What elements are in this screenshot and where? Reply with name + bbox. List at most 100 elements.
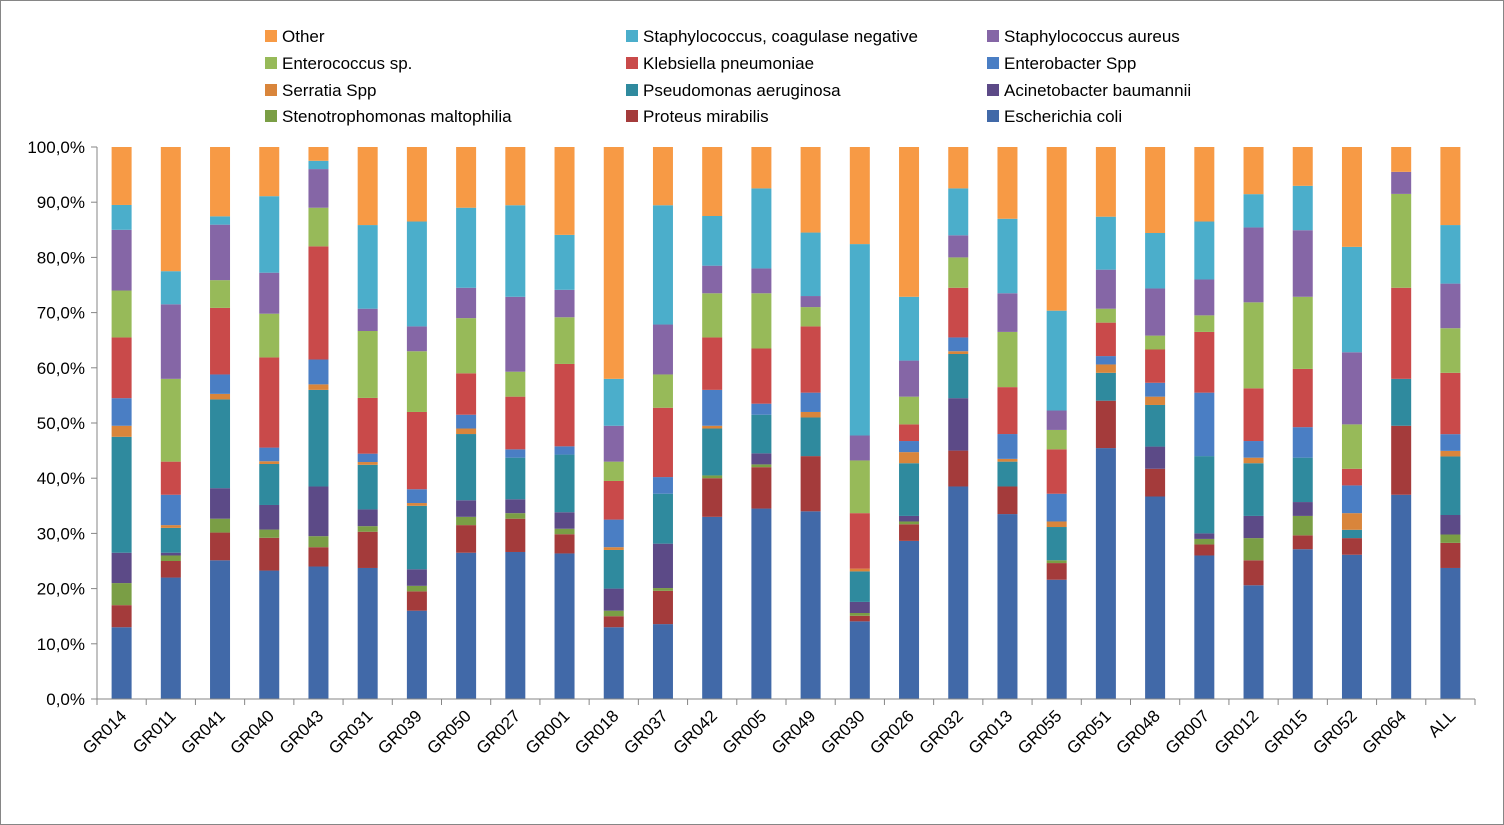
bar-segment-escherichia-coli-gr051	[1095, 448, 1116, 699]
bar-segment-pseudomonas-aeruginosa-gr052	[1341, 529, 1362, 539]
bar-segment-acinetobacter-baumannii-gr050	[456, 500, 477, 517]
bar-segment-serratia-spp-gr030	[849, 568, 870, 572]
bar-segment-stenotrophomonas-maltophilia-gr041	[210, 518, 231, 533]
x-tick-label: GR011	[129, 706, 180, 757]
bar-segment-proteus-mirabilis-gr040	[259, 537, 280, 571]
bar-segment-staphylococcus-aureus-gr018	[603, 425, 624, 462]
bar-segment-pseudomonas-aeruginosa-gr026	[899, 463, 920, 516]
bar-segment-other-gr055	[1046, 147, 1067, 311]
x-tick-label: GR040	[227, 706, 279, 758]
bar-segment-serratia-spp-gr055	[1046, 521, 1067, 528]
bar-segment-serratia-spp-gr050	[456, 428, 477, 435]
bar-segment-klebsiella-pneumoniae-gr040	[259, 357, 280, 448]
bar-segment-klebsiella-pneumoniae-gr013	[997, 387, 1018, 435]
bar-segment-escherichia-coli-gr041	[210, 560, 231, 699]
bar-segment-proteus-mirabilis-gr015	[1292, 535, 1313, 550]
bar-segment-staphylococcus-coagulase-negative-gr048	[1145, 232, 1166, 289]
bar-segment-escherichia-coli-gr005	[751, 508, 772, 699]
bar-segment-klebsiella-pneumoniae-gr030	[849, 513, 870, 569]
bar-segment-proteus-mirabilis-gr007	[1194, 544, 1215, 556]
bar-segment-enterobacter-spp-gr011	[160, 494, 181, 526]
bar-segment-proteus-mirabilis-gr018	[603, 616, 624, 628]
bar-stack-gr032	[948, 147, 969, 699]
legend-swatch	[265, 57, 277, 69]
legend-swatch	[265, 84, 277, 96]
bar-segment-staphylococcus-coagulase-negative-gr050	[456, 207, 477, 288]
x-tick-label: GR018	[571, 706, 623, 758]
bar-segment-staphylococcus-aureus-gr031	[357, 308, 378, 331]
bar-segment-proteus-mirabilis-gr041	[210, 532, 231, 561]
bar-segment-proteus-mirabilis-gr013	[997, 486, 1018, 515]
bar-segment-enterobacter-spp-all	[1440, 434, 1461, 451]
legend-swatch	[626, 110, 638, 122]
bar-segment-staphylococcus-coagulase-negative-gr012	[1243, 194, 1264, 228]
x-tick-label: GR001	[522, 706, 574, 758]
bar-stack-gr001	[554, 147, 575, 699]
y-axis: 0,0% 10,0% 20,0% 30,0% 40,0% 50,0% 60,0% 70,0% 8…	[27, 138, 98, 709]
bar-segment-escherichia-coli-gr012	[1243, 585, 1264, 699]
legend-label: Enterobacter Spp	[1004, 54, 1136, 73]
bar-segment-proteus-mirabilis-gr011	[160, 561, 181, 578]
bar-segment-other-gr001	[554, 147, 575, 235]
bar-segment-stenotrophomonas-maltophilia-gr012	[1243, 538, 1264, 561]
bar-segment-enterococcus-sp-gr015	[1292, 296, 1313, 369]
legend-label: Staphylococcus, coagulase negative	[643, 27, 918, 46]
bar-stack-gr005	[751, 147, 772, 699]
bar-segment-acinetobacter-baumannii-gr032	[948, 398, 969, 451]
bar-segment-serratia-spp-gr026	[899, 452, 920, 464]
bar-segment-staphylococcus-coagulase-negative-gr042	[702, 216, 723, 266]
bar-segment-staphylococcus-aureus-gr013	[997, 293, 1018, 332]
bar-segment-klebsiella-pneumoniae-gr042	[702, 337, 723, 390]
x-tick-label: ALL	[1424, 706, 1459, 741]
y-tick-label: 10,0%	[37, 635, 85, 654]
x-tick-label: GR043	[276, 706, 328, 758]
bar-segment-staphylococcus-coagulase-negative-gr015	[1292, 185, 1313, 231]
bar-segment-enterobacter-spp-gr018	[603, 519, 624, 548]
bar-segment-other-gr050	[456, 147, 477, 208]
bar-segment-enterobacter-spp-gr042	[702, 389, 723, 426]
bar-segment-escherichia-coli-gr007	[1194, 555, 1215, 699]
bar-segment-escherichia-coli-gr040	[259, 570, 280, 699]
bar-segment-serratia-spp-gr048	[1145, 396, 1166, 405]
bar-segment-enterobacter-spp-gr039	[406, 489, 427, 504]
bar-segment-other-gr042	[702, 147, 723, 216]
bar-segment-serratia-spp-gr032	[948, 351, 969, 354]
bar-segment-enterococcus-sp-gr018	[603, 461, 624, 481]
bar-segment-stenotrophomonas-maltophilia-gr005	[751, 464, 772, 468]
bar-segment-other-gr051	[1095, 147, 1116, 217]
bar-segment-pseudomonas-aeruginosa-gr011	[160, 527, 181, 553]
bar-stack-gr013	[997, 147, 1018, 699]
bar-segment-pseudomonas-aeruginosa-gr064	[1391, 378, 1412, 426]
bar-segment-klebsiella-pneumoniae-gr012	[1243, 388, 1264, 442]
bar-segment-klebsiella-pneumoniae-gr039	[406, 411, 427, 490]
bar-segment-staphylococcus-aureus-gr064	[1391, 171, 1412, 194]
bar-segment-escherichia-coli-gr052	[1341, 554, 1362, 699]
bar-segment-acinetobacter-baumannii-gr014	[111, 552, 132, 584]
bar-segment-acinetobacter-baumannii-gr018	[603, 588, 624, 611]
bar-segment-enterococcus-sp-gr001	[554, 317, 575, 364]
bar-segment-staphylococcus-coagulase-negative-gr037	[652, 205, 673, 325]
bar-segment-stenotrophomonas-maltophilia-gr031	[357, 526, 378, 532]
bar-segment-staphylococcus-coagulase-negative-gr011	[160, 271, 181, 305]
bar-segment-proteus-mirabilis-gr042	[702, 478, 723, 517]
bar-segment-staphylococcus-aureus-gr037	[652, 324, 673, 375]
bar-segment-acinetobacter-baumannii-gr001	[554, 512, 575, 529]
y-tick-label: 40,0%	[37, 469, 85, 488]
bar-segment-other-gr064	[1391, 147, 1412, 172]
bar-segment-pseudomonas-aeruginosa-gr018	[603, 549, 624, 589]
bar-segment-pseudomonas-aeruginosa-all	[1440, 456, 1461, 515]
bar-stack-gr030	[849, 147, 870, 699]
y-tick-label: 0,0%	[46, 690, 85, 709]
bar-segment-klebsiella-pneumoniae-gr041	[210, 307, 231, 375]
bar-segment-klebsiella-pneumoniae-gr005	[751, 348, 772, 404]
bar-segment-enterobacter-spp-gr026	[899, 441, 920, 453]
bar-segment-escherichia-coli-gr055	[1046, 579, 1067, 699]
bar-segment-stenotrophomonas-maltophilia-gr027	[505, 513, 526, 519]
x-tick-label: GR042	[669, 706, 721, 758]
bar-segment-enterococcus-sp-gr007	[1194, 315, 1215, 332]
legend-label: Proteus mirabilis	[643, 107, 769, 126]
bar-segment-enterococcus-sp-gr041	[210, 280, 231, 308]
bar-segment-enterococcus-sp-gr043	[308, 207, 329, 247]
bar-segment-staphylococcus-coagulase-negative-gr018	[603, 378, 624, 426]
legend-swatch	[626, 57, 638, 69]
